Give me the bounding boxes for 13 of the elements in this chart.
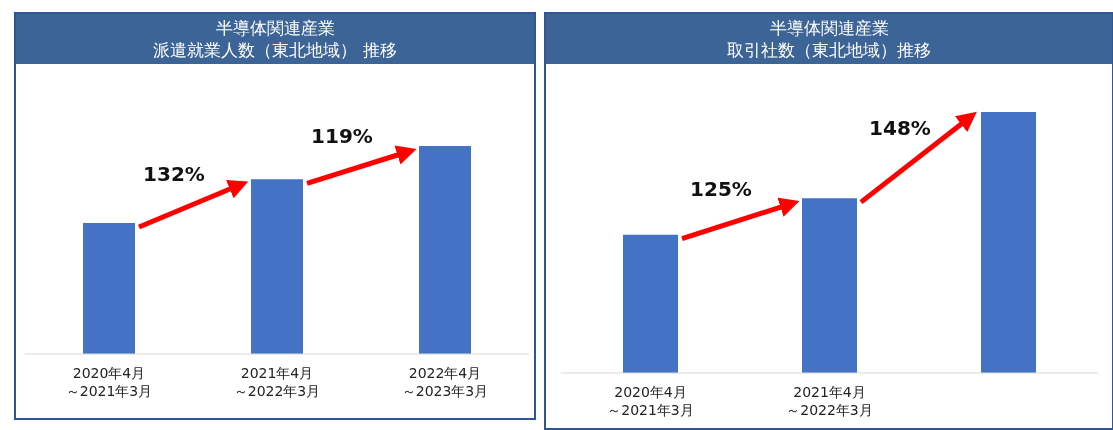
chart-title: 半導体関連産業	[768, 17, 890, 39]
x-tick-label: 2022年4月～2023年3月	[401, 365, 489, 399]
x-tick-label: 2020年4月～2021年3月	[607, 384, 694, 418]
x-tick-label: 2021年4月～2022年3月	[233, 365, 321, 399]
chart-subtitle: 派遣就業人数（東北地域） 推移	[152, 39, 398, 61]
x-tick-label: 2020年4月～2021年3月	[65, 365, 153, 399]
x-tick-label: 2021年4月～2022年3月	[786, 384, 873, 418]
annotation: 119%	[311, 123, 373, 148]
annotation: 148%	[869, 116, 931, 141]
annotation: 132%	[143, 162, 205, 187]
chart-subtitle: 取引社数（東北地域）推移	[726, 39, 932, 61]
annotation: 125%	[690, 177, 752, 202]
chart-title: 半導体関連産業	[214, 17, 336, 39]
